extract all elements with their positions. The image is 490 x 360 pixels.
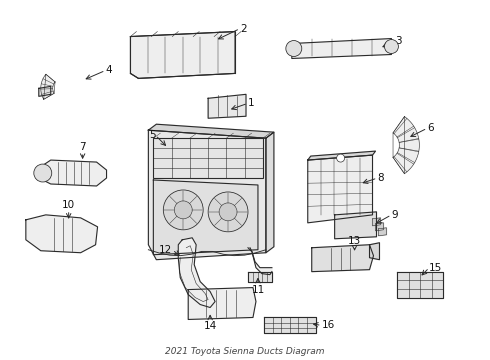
Text: 8: 8 — [377, 173, 384, 183]
Polygon shape — [335, 212, 376, 239]
Polygon shape — [148, 124, 274, 138]
Text: 16: 16 — [322, 320, 335, 330]
Polygon shape — [378, 228, 387, 236]
Circle shape — [174, 201, 192, 219]
Polygon shape — [308, 151, 375, 160]
Text: 13: 13 — [348, 236, 361, 246]
Text: 14: 14 — [203, 321, 217, 332]
Circle shape — [34, 164, 52, 182]
Text: 9: 9 — [392, 210, 398, 220]
Text: 1: 1 — [248, 98, 255, 108]
Text: 5: 5 — [149, 130, 155, 140]
Polygon shape — [208, 94, 246, 118]
Polygon shape — [188, 288, 256, 319]
Polygon shape — [39, 160, 106, 186]
Circle shape — [208, 192, 248, 232]
Polygon shape — [248, 272, 272, 282]
Text: 3: 3 — [395, 36, 402, 46]
Polygon shape — [266, 132, 274, 253]
Circle shape — [286, 41, 302, 57]
Polygon shape — [148, 130, 266, 260]
Text: 6: 6 — [427, 123, 434, 133]
Polygon shape — [39, 86, 51, 96]
Text: 2021 Toyota Sienna Ducts Diagram: 2021 Toyota Sienna Ducts Diagram — [165, 347, 325, 356]
Polygon shape — [41, 74, 55, 99]
Text: 12: 12 — [159, 245, 172, 255]
Text: 15: 15 — [429, 263, 442, 273]
Polygon shape — [248, 248, 272, 275]
Circle shape — [219, 203, 237, 221]
Polygon shape — [130, 32, 235, 78]
Circle shape — [163, 190, 203, 230]
Polygon shape — [369, 243, 379, 260]
Polygon shape — [264, 318, 316, 333]
Text: 7: 7 — [79, 142, 86, 152]
Polygon shape — [375, 223, 384, 231]
Bar — [153, 138, 263, 178]
Polygon shape — [178, 238, 215, 307]
Polygon shape — [393, 117, 419, 174]
Text: 2: 2 — [240, 24, 246, 33]
Polygon shape — [153, 180, 258, 255]
Text: 11: 11 — [251, 285, 265, 294]
Circle shape — [337, 154, 344, 162]
Circle shape — [385, 40, 398, 54]
Text: 4: 4 — [105, 66, 112, 76]
Polygon shape — [397, 272, 443, 298]
Polygon shape — [308, 155, 372, 223]
Polygon shape — [292, 39, 392, 58]
Text: 10: 10 — [62, 200, 75, 210]
Polygon shape — [312, 245, 373, 272]
Polygon shape — [26, 215, 98, 253]
Polygon shape — [372, 218, 380, 226]
